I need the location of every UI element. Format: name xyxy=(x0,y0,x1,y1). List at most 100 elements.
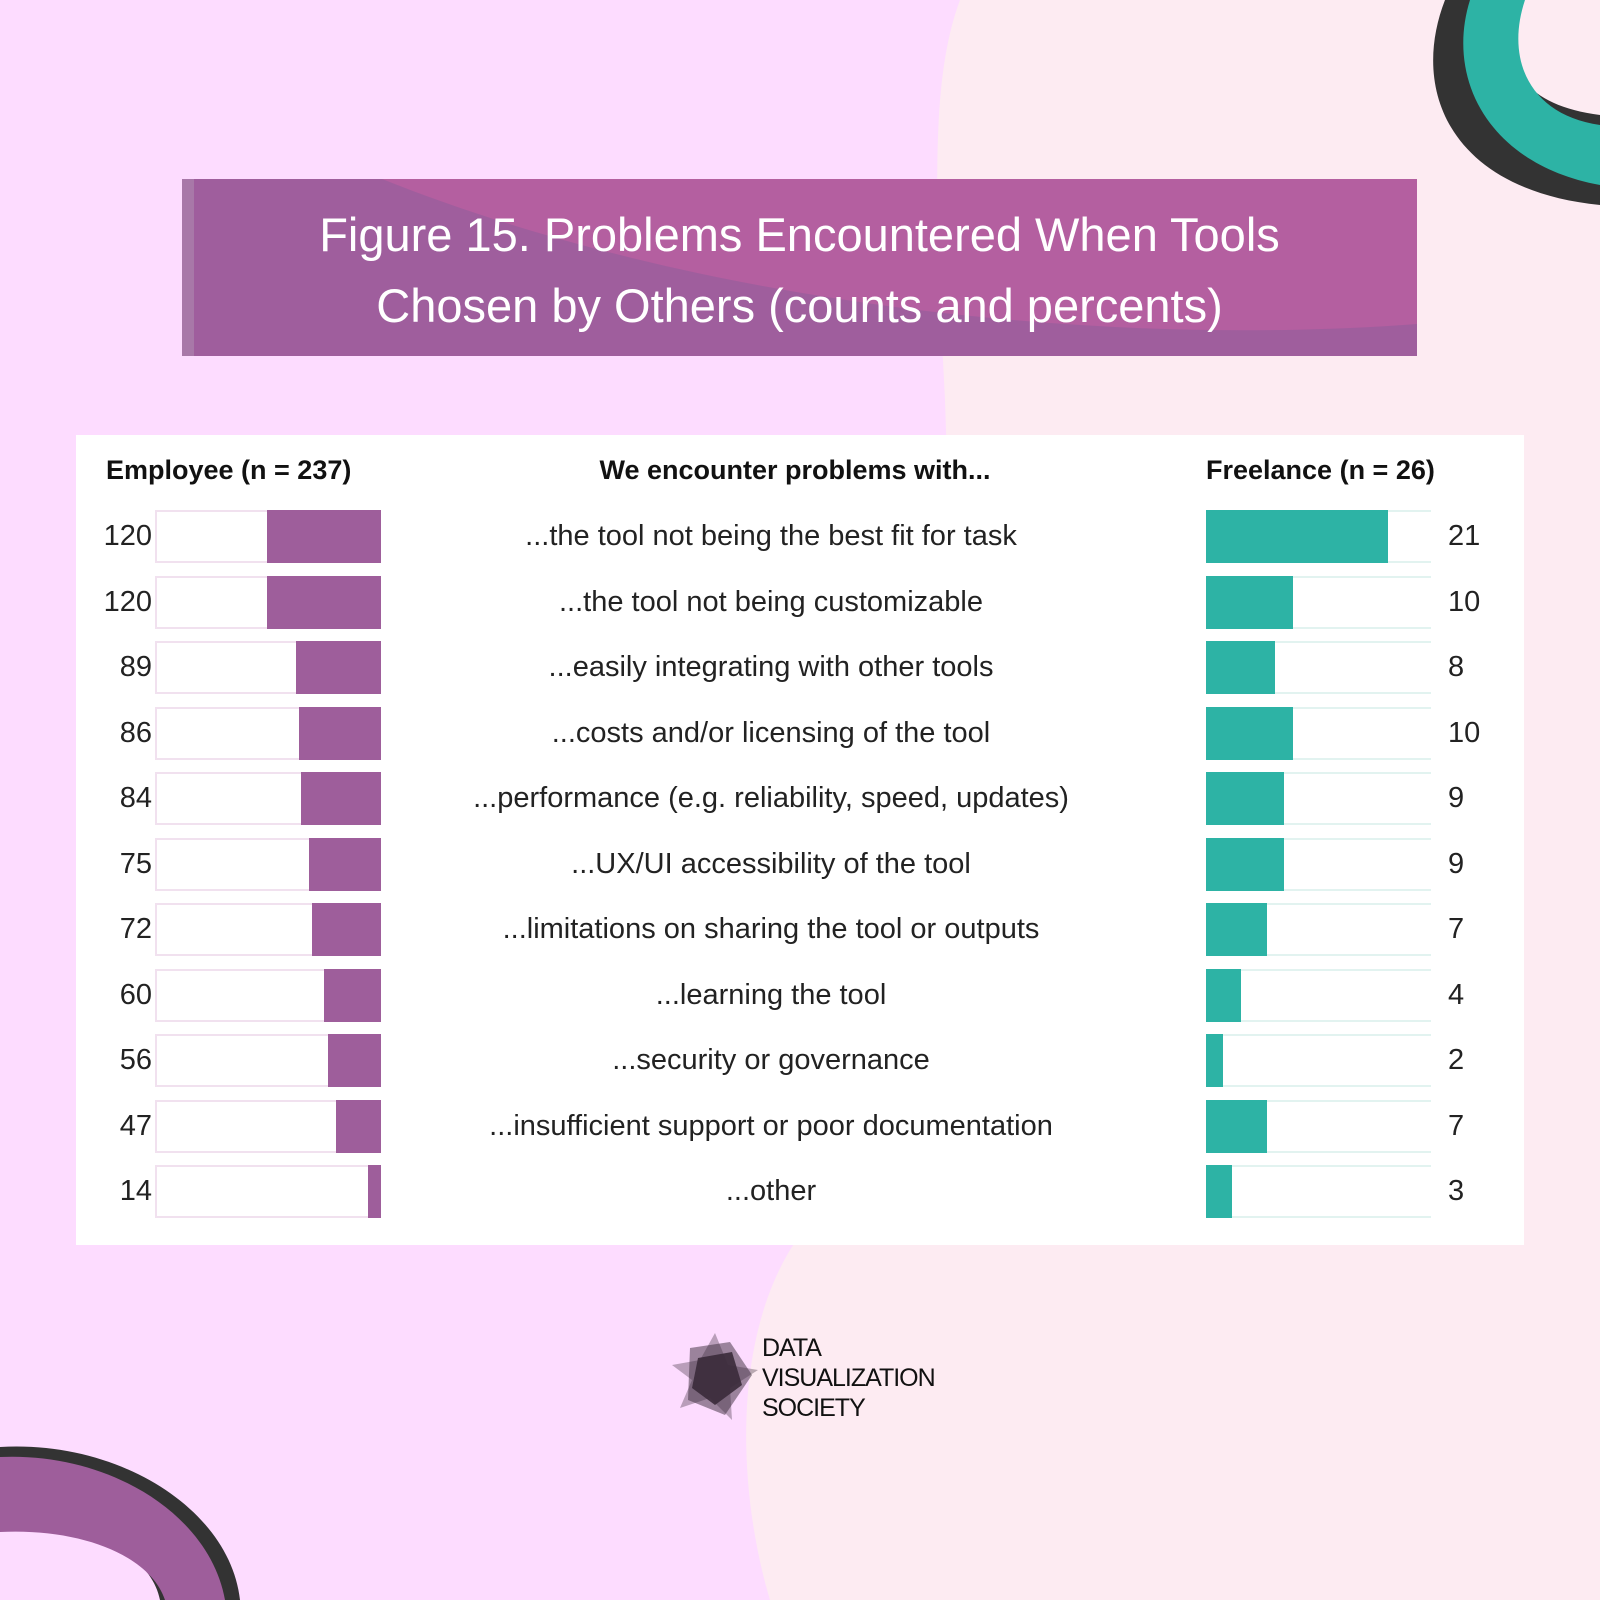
chart-row: 84 ...performance (e.g. reliability, spe… xyxy=(76,772,1524,827)
employee-bar xyxy=(266,575,381,629)
category-label: ...performance (e.g. reliability, speed,… xyxy=(473,782,1069,814)
freelance-bar-track xyxy=(1206,837,1431,891)
employee-bar xyxy=(336,1099,381,1153)
logo-line: DATA xyxy=(762,1334,822,1362)
employee-bar-track xyxy=(155,837,381,891)
employee-value-label: 56 xyxy=(119,1044,152,1076)
banner-shade xyxy=(182,179,1417,356)
employee-value-label: 120 xyxy=(103,585,152,618)
freelance-bar xyxy=(1206,510,1388,563)
employee-bar-track xyxy=(155,510,381,563)
employee-bar xyxy=(299,706,381,760)
chart-row: 72 ...limitations on sharing the tool or… xyxy=(76,903,1524,958)
chart-row: 47 ...insufficient support or poor docum… xyxy=(76,1099,1524,1155)
category-label: ...learning the tool xyxy=(655,978,887,1011)
category-label: ...other xyxy=(725,1175,817,1207)
employee-bar-track xyxy=(155,1034,381,1087)
chart-row: 75 ...UX/UI accessibility of the tool 9 xyxy=(76,837,1524,893)
freelance-bar xyxy=(1206,575,1293,629)
employee-bar xyxy=(367,1165,381,1218)
employee-bar-track xyxy=(155,903,381,956)
chart-row: 86 ...costs and/or licensing of the tool… xyxy=(76,706,1524,762)
logo-line: SOCIETY xyxy=(762,1394,866,1422)
category-label: ...UX/UI accessibility of the tool xyxy=(571,847,971,880)
title-banner: Figure 15. Problems Encountered When Too… xyxy=(182,179,1417,356)
logo-line: VISUALIZATION xyxy=(762,1364,936,1392)
freelance-bar-track xyxy=(1206,510,1431,563)
employee-value-label: 84 xyxy=(119,782,152,814)
employee-bar xyxy=(266,510,381,563)
freelance-value-label: 7 xyxy=(1448,913,1465,945)
freelance-bar-track xyxy=(1206,772,1431,825)
freelance-bar-track xyxy=(1206,706,1431,760)
employee-value-label: 75 xyxy=(119,847,152,880)
category-label: ...costs and/or licensing of the tool xyxy=(551,716,991,749)
freelance-value-label: 21 xyxy=(1448,520,1481,552)
freelance-bar xyxy=(1206,1165,1232,1218)
freelance-header: Freelance (n = 26) xyxy=(1206,455,1435,485)
freelance-bar-track xyxy=(1206,1165,1431,1218)
employee-bar xyxy=(312,903,381,956)
freelance-value-label: 10 xyxy=(1448,716,1481,749)
employee-bar xyxy=(296,641,381,694)
category-label: ...insufficient support or poor document… xyxy=(489,1109,1053,1142)
freelance-value-label: 10 xyxy=(1448,585,1481,618)
employee-bar xyxy=(323,968,381,1022)
employee-bar xyxy=(300,772,381,825)
freelance-bar-track xyxy=(1206,575,1431,629)
freelance-value-label: 9 xyxy=(1448,782,1465,814)
chart-row: 89 ...easily integrating with other tool… xyxy=(76,641,1524,696)
category-label: ...easily integrating with other tools xyxy=(548,651,994,683)
freelance-value-label: 8 xyxy=(1448,651,1465,683)
freelance-value-label: 2 xyxy=(1448,1044,1465,1076)
title-line-2: Chosen by Others (counts and percents) xyxy=(376,279,1223,332)
freelance-bar xyxy=(1206,772,1284,825)
freelance-bar xyxy=(1206,1099,1267,1153)
employee-bar-track xyxy=(155,706,381,760)
employee-bar xyxy=(327,1034,381,1087)
freelance-value-label: 3 xyxy=(1448,1175,1465,1207)
freelance-bar-track xyxy=(1206,641,1431,694)
employee-value-label: 60 xyxy=(119,978,152,1011)
center-header: We encounter problems with... xyxy=(599,455,991,485)
freelance-value-label: 9 xyxy=(1448,847,1465,880)
chart-panel: Employee (n = 237) We encounter problems… xyxy=(76,435,1524,1245)
employee-header: Employee (n = 237) xyxy=(106,455,352,485)
category-label: ...limitations on sharing the tool or ou… xyxy=(502,913,1040,945)
freelance-bar xyxy=(1206,903,1267,956)
freelance-bar xyxy=(1206,968,1241,1022)
freelance-bar xyxy=(1206,837,1284,891)
freelance-bar-track xyxy=(1206,903,1431,956)
employee-value-label: 86 xyxy=(119,716,152,749)
employee-bar-track xyxy=(155,1099,381,1153)
freelance-bar xyxy=(1206,1034,1224,1087)
employee-value-label: 14 xyxy=(119,1175,152,1207)
chart-row: 60 ...learning the tool 4 xyxy=(76,968,1524,1024)
chart-row: 56 ...security or governance 2 xyxy=(76,1034,1524,1089)
employee-value-label: 89 xyxy=(119,651,152,683)
employee-bar-track xyxy=(155,772,381,825)
dvs-logo-icon xyxy=(672,1333,758,1420)
employee-bar-track xyxy=(155,968,381,1022)
freelance-bar-track xyxy=(1206,968,1431,1022)
logo-text: DATA VISUALIZATION SOCIETY xyxy=(762,1333,936,1423)
freelance-bar-track xyxy=(1206,1099,1431,1153)
employee-value-label: 120 xyxy=(103,520,152,552)
freelance-bar xyxy=(1206,641,1276,694)
freelance-value-label: 7 xyxy=(1448,1109,1465,1142)
category-label: ...the tool not being customizable xyxy=(559,585,983,618)
chart-row: 120 ...the tool not being the best fit f… xyxy=(76,510,1524,565)
title-line-1: Figure 15. Problems Encountered When Too… xyxy=(319,208,1280,261)
freelance-bar xyxy=(1206,706,1293,760)
category-label: ...security or governance xyxy=(612,1044,930,1076)
freelance-bar-track xyxy=(1206,1034,1431,1087)
chart-row: 14 ...other 3 xyxy=(76,1165,1524,1220)
chart-row: 120 ...the tool not being customizable 1… xyxy=(76,575,1524,631)
employee-bar-track xyxy=(155,575,381,629)
employee-bar xyxy=(309,837,381,891)
employee-bar-track xyxy=(155,641,381,694)
category-label: ...the tool not being the best fit for t… xyxy=(525,520,1017,552)
employee-bar-track xyxy=(155,1165,381,1218)
employee-value-label: 72 xyxy=(119,913,152,945)
employee-value-label: 47 xyxy=(119,1109,152,1142)
